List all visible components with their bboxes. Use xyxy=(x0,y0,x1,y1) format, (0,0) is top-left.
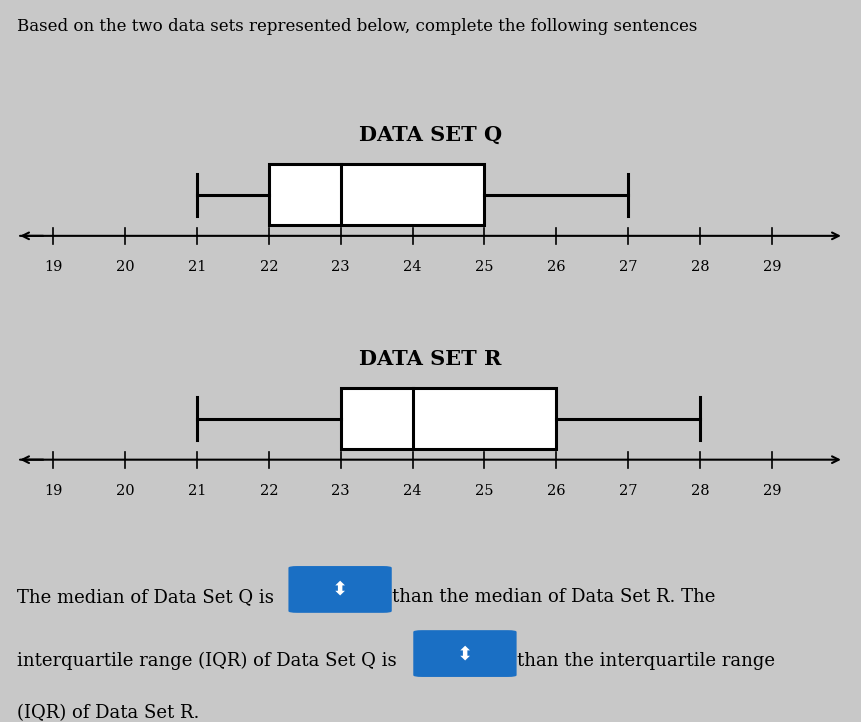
Text: 29: 29 xyxy=(763,484,781,498)
Text: 27: 27 xyxy=(619,484,637,498)
Text: 26: 26 xyxy=(547,260,566,274)
Bar xyxy=(341,388,556,449)
Text: The median of Data Set Q is: The median of Data Set Q is xyxy=(17,588,274,606)
Text: 21: 21 xyxy=(188,260,206,274)
Text: 20: 20 xyxy=(115,484,134,498)
Text: 27: 27 xyxy=(619,260,637,274)
Text: 29: 29 xyxy=(763,260,781,274)
Text: DATA SET R: DATA SET R xyxy=(359,349,502,369)
Bar xyxy=(269,165,485,225)
Text: 19: 19 xyxy=(44,484,62,498)
Text: 22: 22 xyxy=(259,484,278,498)
Text: 28: 28 xyxy=(691,260,709,274)
Text: (IQR) of Data Set R.: (IQR) of Data Set R. xyxy=(17,704,200,722)
Text: interquartile range (IQR) of Data Set Q is: interquartile range (IQR) of Data Set Q … xyxy=(17,652,397,671)
Text: 23: 23 xyxy=(331,484,350,498)
Text: than the interquartile range: than the interquartile range xyxy=(517,653,775,670)
Text: Based on the two data sets represented below, complete the following sentences: Based on the two data sets represented b… xyxy=(17,18,697,35)
Text: 24: 24 xyxy=(403,260,422,274)
Text: than the median of Data Set R. The: than the median of Data Set R. The xyxy=(392,588,715,606)
Text: 20: 20 xyxy=(115,260,134,274)
FancyBboxPatch shape xyxy=(288,566,392,613)
Text: 25: 25 xyxy=(475,484,493,498)
FancyBboxPatch shape xyxy=(413,630,517,677)
Text: 19: 19 xyxy=(44,260,62,274)
Text: DATA SET Q: DATA SET Q xyxy=(359,125,502,145)
Text: 22: 22 xyxy=(259,260,278,274)
Text: ⬍: ⬍ xyxy=(331,580,349,599)
Text: 21: 21 xyxy=(188,484,206,498)
Text: 25: 25 xyxy=(475,260,493,274)
Text: 28: 28 xyxy=(691,484,709,498)
Text: 23: 23 xyxy=(331,260,350,274)
Text: ⬍: ⬍ xyxy=(456,644,474,663)
Text: 26: 26 xyxy=(547,484,566,498)
Text: 24: 24 xyxy=(403,484,422,498)
